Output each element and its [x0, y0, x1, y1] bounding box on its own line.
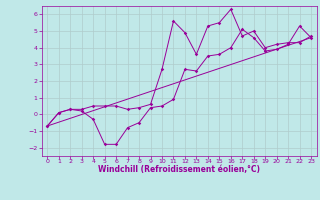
X-axis label: Windchill (Refroidissement éolien,°C): Windchill (Refroidissement éolien,°C) — [98, 165, 260, 174]
